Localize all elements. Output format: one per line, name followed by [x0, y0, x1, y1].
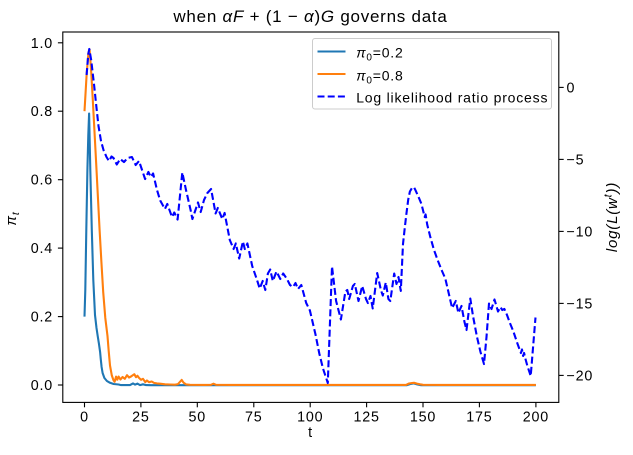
svg-text:−10: −10: [567, 224, 594, 240]
svg-text:0: 0: [80, 409, 89, 425]
svg-text:175: 175: [466, 409, 492, 425]
svg-text:π0=0.8: π0=0.8: [356, 67, 403, 86]
svg-text:0.4: 0.4: [31, 241, 53, 257]
svg-text:t: t: [308, 425, 313, 441]
svg-text:Log likelihood ratio process: Log likelihood ratio process: [356, 90, 548, 106]
svg-text:150: 150: [410, 409, 436, 425]
svg-text:0.0: 0.0: [31, 378, 53, 394]
svg-text:−15: −15: [567, 296, 594, 312]
svg-text:−20: −20: [567, 368, 594, 384]
svg-text:π0=0.2: π0=0.2: [356, 45, 403, 64]
svg-text:−5: −5: [567, 152, 585, 168]
svg-text:0: 0: [567, 80, 576, 96]
svg-text:100: 100: [297, 409, 323, 425]
svg-text:200: 200: [523, 409, 549, 425]
svg-text:50: 50: [189, 409, 207, 425]
svg-text:0.6: 0.6: [31, 173, 53, 189]
svg-text:0.8: 0.8: [31, 104, 53, 120]
svg-text:125: 125: [353, 409, 379, 425]
svg-text:0.2: 0.2: [31, 310, 53, 326]
svg-text:when αF + (1 − α)G governs dat: when αF + (1 − α)G governs data: [172, 7, 447, 26]
svg-text:log(L(wt)): log(L(wt)): [603, 182, 622, 252]
svg-text:1.0: 1.0: [31, 36, 53, 52]
svg-text:75: 75: [245, 409, 263, 425]
svg-text:25: 25: [132, 409, 150, 425]
